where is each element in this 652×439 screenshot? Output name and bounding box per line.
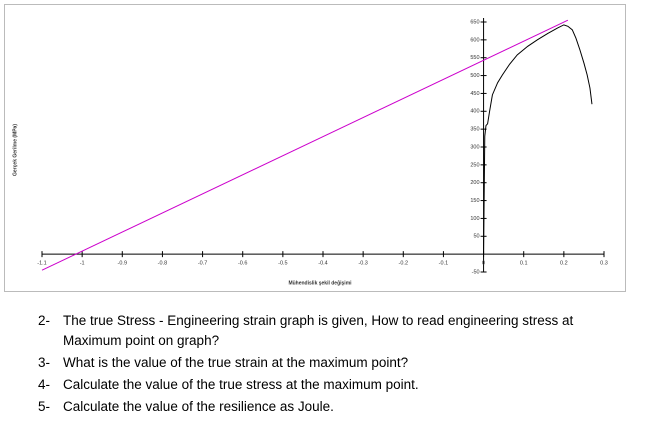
x-tick-label: -0.9: [118, 261, 127, 267]
x-tick-label: 0.1: [520, 261, 528, 267]
x-tick-label: -1: [80, 261, 85, 267]
question-text: Calculate the value of the resilience as…: [63, 399, 334, 414]
question: 5- Calculate the value of the resilience …: [38, 397, 618, 417]
chart-frame: [4, 4, 626, 292]
questions: 2- The true Stress - Engineering strain g…: [38, 311, 618, 419]
series-line: [483, 24, 593, 255]
x-tick-label: -0.4: [318, 261, 327, 267]
y-tick-label: 100: [470, 216, 479, 222]
question-number: 3-: [38, 355, 51, 370]
x-axis-label: Mühendislik şekil değişimi: [288, 280, 352, 286]
x-tick-label: 0.3: [600, 261, 608, 267]
x-tick-label: -0.2: [399, 261, 408, 267]
question-text: Calculate the value of the true stress a…: [63, 377, 419, 392]
y-tick-label: -50: [472, 269, 480, 275]
series-line: [41, 19, 569, 271]
question-number: 2-: [38, 313, 51, 328]
question-text: What is the value of the true strain at …: [63, 355, 409, 370]
y-tick-label: 600: [470, 37, 479, 43]
question-number: 4-: [38, 377, 51, 392]
y-tick-label: 350: [470, 127, 479, 133]
question: 2- The true Stress - Engineering strain g…: [38, 311, 618, 351]
x-tick-label: -0.7: [198, 261, 207, 267]
y-tick-label: 400: [470, 109, 479, 115]
question: 4- Calculate the value of the true stress…: [38, 375, 618, 395]
y-tick-label: 150: [470, 198, 479, 204]
y-tick-label: 550: [470, 55, 479, 61]
y-tick-label: 500: [470, 73, 479, 79]
x-tick-label: -0.3: [358, 261, 367, 267]
y-tick-label: 650: [470, 19, 479, 25]
y-axis-label: Gerçek Gerilme (MPa): [12, 124, 18, 176]
y-tick-label: 200: [470, 180, 479, 186]
question: 3- What is the value of the true strain a…: [38, 353, 618, 373]
y-tick-label: 450: [470, 91, 479, 97]
question-text: The true Stress - Engineering strain gra…: [63, 313, 574, 348]
y-tick-label: 300: [470, 144, 479, 150]
x-tick-label: -0.6: [238, 261, 247, 267]
y-tick-label: 250: [470, 162, 479, 168]
x-tick-label: 0: [482, 261, 485, 267]
y-tick-label: 50: [473, 234, 479, 240]
x-tick-label: -0.8: [158, 261, 167, 267]
x-tick-label: -0.5: [278, 261, 287, 267]
question-number: 5-: [38, 399, 51, 414]
x-tick-label: -0.1: [439, 261, 448, 267]
x-tick-label: 0.2: [560, 261, 568, 267]
chart: Mühendislik şekil değişimi Gerçek Gerilm…: [4, 4, 626, 292]
x-tick-label: -1.1: [37, 261, 46, 267]
